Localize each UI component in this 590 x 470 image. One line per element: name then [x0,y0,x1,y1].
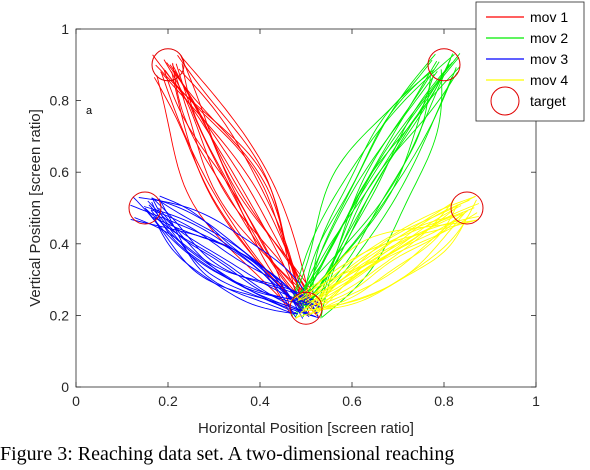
trajectory-line [151,201,301,301]
trajectory-line [148,204,299,315]
trajectory-line [130,204,310,318]
target-circle [450,191,484,225]
annotation-label: a [86,105,93,117]
target-circle [151,48,185,82]
trajectory-line [293,59,433,300]
trajectory-line [319,205,462,308]
trajectory-line [297,212,478,302]
y-tick-label: 0 [61,379,69,395]
legend-label: target [530,93,566,109]
trajectory-line [173,71,315,309]
trajectory-line [317,211,464,306]
x-tick-label: 0.6 [342,393,362,409]
trajectory-line [303,57,460,301]
trajectory-line [154,217,297,315]
legend-label: mov 3 [530,51,568,67]
target-circle [427,48,461,82]
x-axis-title: Horizontal Position [screen ratio] [198,420,414,437]
trajectory-line [302,53,436,318]
trajectory-line [172,62,320,305]
trajectory-line [321,69,443,318]
trajectory-line [317,53,461,301]
trajectory-line [150,210,320,319]
trajectory-line [138,197,319,317]
trajectory-line [160,71,291,300]
series-2 [290,53,461,319]
trajectory-line [291,54,455,303]
y-tick-label: 0.8 [50,93,70,109]
trajectory-line [312,69,435,310]
legend-target-swatch [490,86,520,116]
series-4 [289,195,480,319]
target-layer [128,48,484,325]
legend-label: mov 2 [530,30,568,46]
trajectory-line [177,55,301,311]
target-circle [289,291,323,325]
trajectory-line [164,69,307,316]
trajectory-line [166,62,311,317]
legend: mov 1 mov 2 mov 3 mov 4 target [475,1,585,122]
y-tick-label: 1 [61,21,69,37]
trajectory-line [312,213,461,303]
legend-label: mov 1 [530,9,568,25]
trajectory-line [316,199,477,310]
x-tick-label: 0.8 [434,393,454,409]
trajectory-line [181,56,313,309]
y-tick-label: 0.2 [50,307,70,323]
trajectory-line [312,215,479,313]
trajectory-line [155,64,303,300]
trajectory-line [301,204,458,313]
trajectory-line [315,201,454,316]
trajectory-line [302,199,455,310]
trajectory-line [310,215,453,311]
trajectory-line [294,60,438,318]
trajectory-line [294,74,445,300]
trajectory-line [308,217,458,316]
trajectory-line [150,209,319,314]
y-axis-title: Vertical Position [screen ratio] [27,109,44,307]
trajectory-line [153,77,291,314]
trajectory-line [158,198,293,314]
plot-frame [75,28,537,388]
trajectory-line [295,199,470,319]
trajectory-line [160,71,309,305]
legend-label: mov 4 [530,72,568,88]
trajectory-line [294,210,467,319]
trajectory-line [151,198,312,306]
y-tick-label: 0.4 [50,236,70,252]
trajectory-line [309,73,435,299]
trajectory-line [134,217,321,305]
trajectory-line [145,209,311,305]
trajectory-line [163,59,317,315]
series-1 [152,54,321,319]
x-tick-label: 1 [532,393,540,409]
trajectory-line [309,72,458,301]
trajectory-layer [130,53,480,319]
trajectory-line [156,75,293,311]
x-tick-label: 0 [72,393,80,409]
trajectory-line [151,197,318,303]
trajectory-line [297,67,457,304]
figure-caption: Figure 3: Reaching data set. A two-dimen… [0,443,455,465]
legend-box [475,1,585,122]
trajectory-line [289,218,480,302]
x-tick-label: 0.2 [158,393,178,409]
y-tick-label: 0.6 [50,164,70,180]
trajectory-line [130,218,306,315]
trajectory-line [297,66,461,310]
trajectory-line [295,71,438,304]
trajectory-line [132,196,314,317]
x-tick-label: 0.4 [250,393,270,409]
trajectory-line [171,71,301,308]
target-circle [128,191,162,225]
series-3 [130,195,321,319]
axes: 00 0.2 0.2 0.4 0.4 0.6 0.6 0.8 0.8 1 1 [50,21,541,409]
